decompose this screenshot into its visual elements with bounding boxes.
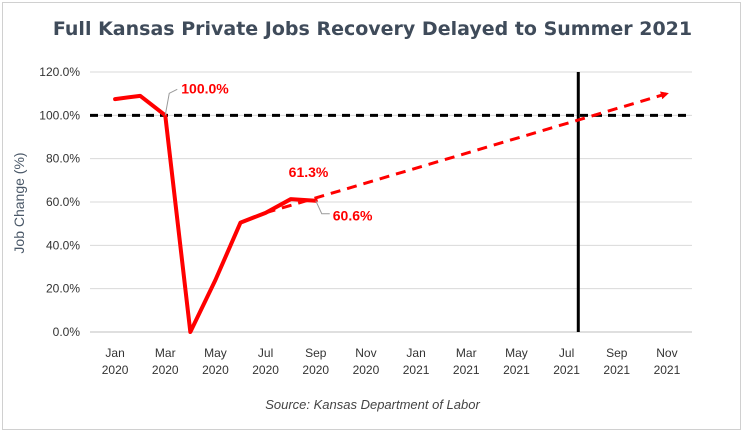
x-tick-label-year: 2021: [603, 363, 630, 377]
y-tick-label: 100.0%: [39, 108, 80, 122]
y-tick-label: 40.0%: [46, 238, 80, 252]
x-tick-label-year: 2020: [252, 363, 279, 377]
x-tick-label-month: Jul: [258, 346, 273, 360]
chart-frame: [2, 2, 741, 430]
x-tick-label-month: May: [204, 346, 227, 360]
y-tick-label: 20.0%: [46, 282, 80, 296]
annotation-leader: [315, 200, 330, 215]
x-tick-label-year: 2020: [152, 363, 179, 377]
x-tick-label-year: 2021: [453, 363, 480, 377]
x-tick-label-year: 2021: [553, 363, 580, 377]
y-tick-label: 80.0%: [46, 152, 80, 166]
x-tick-label-month: Jul: [559, 346, 574, 360]
x-tick-label-month: Nov: [656, 346, 677, 360]
x-tick-label-month: Sep: [305, 346, 327, 360]
chart-title: Full Kansas Private Jobs Recovery Delaye…: [52, 18, 693, 40]
x-tick-label-month: Nov: [355, 346, 376, 360]
x-tick-label-month: May: [505, 346, 528, 360]
annotation-label: 61.3%: [289, 164, 329, 180]
series-projection-arrow: [265, 91, 669, 215]
series-actual-line: [113, 93, 318, 334]
x-tick-label-year: 2020: [202, 363, 229, 377]
x-tick-label-year: 2021: [403, 363, 430, 377]
annotation-label: 60.6%: [333, 208, 373, 224]
x-tick-label-month: Mar: [456, 346, 477, 360]
x-tick-label-month: Sep: [606, 346, 628, 360]
y-tick-label: 120.0%: [39, 65, 80, 79]
x-tick-label-month: Jan: [406, 346, 425, 360]
annotation-leader: [164, 88, 178, 116]
annotation-label: 100.0%: [181, 80, 229, 96]
x-tick-label-year: 2021: [654, 363, 681, 377]
x-tick-label-year: 2020: [353, 363, 380, 377]
y-tick-label: 60.0%: [46, 195, 80, 209]
y-tick-label: 0.0%: [53, 325, 81, 339]
x-tick-label-year: 2020: [302, 363, 329, 377]
chart-source: Source: Kansas Department of Labor: [265, 397, 480, 412]
x-tick-label-year: 2021: [503, 363, 530, 377]
x-tick-label-month: Jan: [105, 346, 124, 360]
x-tick-label-year: 2020: [102, 363, 129, 377]
x-tick-label-month: Mar: [155, 346, 176, 360]
